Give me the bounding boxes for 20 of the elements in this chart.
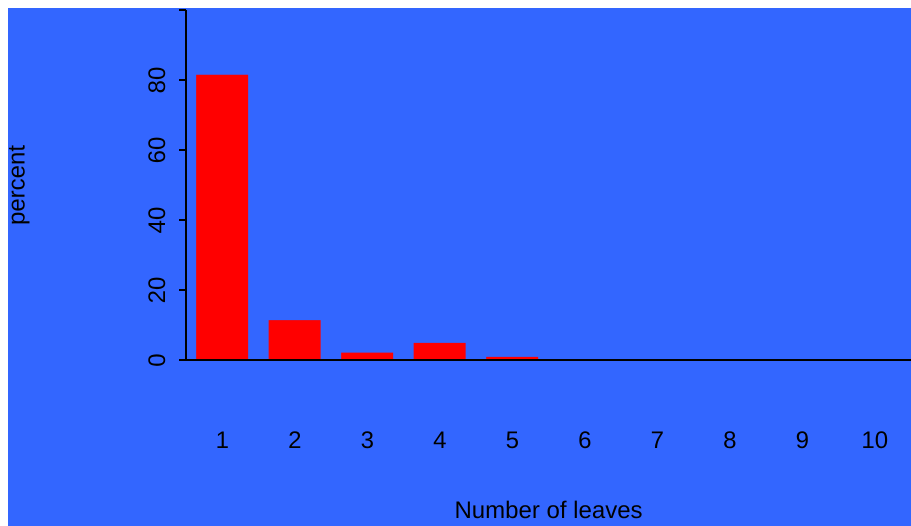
x-tick-label: 5 [506, 427, 519, 454]
y-tick-label: 60 [144, 136, 171, 164]
bar [414, 342, 466, 360]
y-tick-label: 0 [144, 353, 171, 367]
bar [268, 320, 321, 360]
x-tick-label: 10 [861, 427, 888, 454]
y-tick-label: 20 [144, 276, 171, 304]
x-tick-label: 6 [578, 427, 592, 454]
x-tick-label: 8 [723, 427, 736, 454]
x-tick-label: 3 [360, 427, 374, 454]
x-tick-label: 9 [796, 427, 809, 454]
x-axis-title: Number of leaves [454, 497, 643, 524]
x-tick-label: 4 [433, 427, 446, 454]
x-tick-label: 1 [216, 427, 229, 454]
x-tick-label: 7 [650, 427, 664, 454]
y-tick-label: 40 [144, 206, 171, 234]
bar [196, 74, 248, 360]
x-tick-label: 2 [288, 427, 302, 454]
y-tick-label: 80 [144, 66, 171, 94]
y-axis-title: percent [4, 144, 31, 226]
